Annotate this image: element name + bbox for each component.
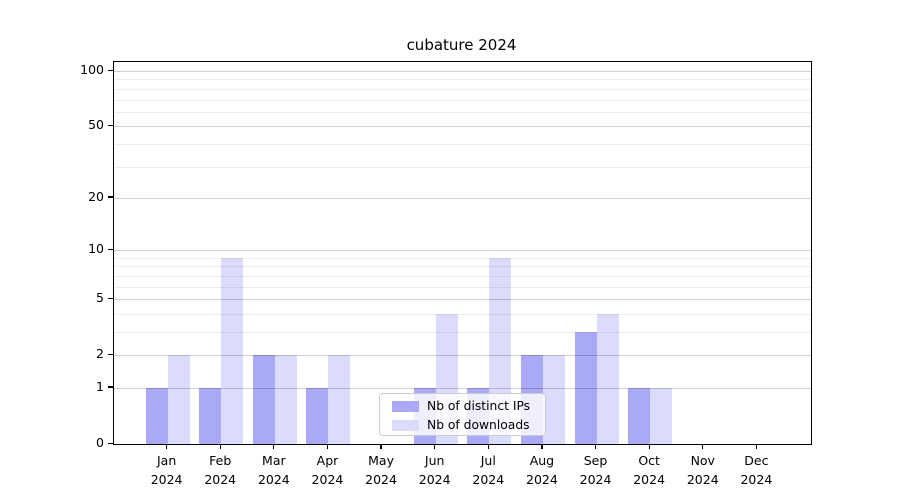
x-tick-jan — [165, 444, 168, 449]
gridline-major-10 — [114, 250, 811, 252]
y-tick-50 — [108, 124, 113, 127]
gridline-minor-40 — [114, 143, 811, 145]
gridline-major-5 — [114, 299, 811, 301]
y-tick-100 — [108, 69, 113, 71]
x-tick-apr — [326, 444, 329, 449]
x-tick-oct — [648, 444, 650, 449]
legend: Nb of distinct IPs Nb of downloads — [379, 393, 546, 436]
gridline-minor-7 — [114, 275, 811, 277]
gridline-minor-9 — [114, 257, 811, 259]
y-tick-label-20: 20 — [88, 188, 104, 204]
y-tick-label-2: 2 — [96, 346, 104, 362]
x-tick-mar — [273, 444, 275, 449]
x-tick-label-jun: Jun 2024 — [418, 453, 451, 487]
legend-item-distinct-ips: Nb of distinct IPs — [380, 397, 545, 416]
bar-nb-of-downloads-aug — [542, 355, 565, 444]
bar-nb-of-distinct-ips-mar — [252, 355, 275, 444]
legend-swatch-distinct-ips — [392, 401, 419, 412]
y-tick-label-1: 1 — [96, 378, 104, 394]
gridline-major-1 — [114, 387, 811, 389]
x-tick-label-sep: Sep 2024 — [579, 453, 612, 487]
x-tick-label-jul: Jul 2024 — [472, 453, 505, 487]
x-tick-label-dec: Dec 2024 — [740, 453, 773, 487]
gridline-minor-70 — [114, 99, 811, 101]
bar-nb-of-downloads-jan — [167, 355, 190, 444]
x-tick-label-mar: Mar 2024 — [257, 453, 290, 487]
y-tick-label-5: 5 — [96, 290, 104, 306]
y-tick-10 — [108, 248, 113, 251]
y-tick-label-0: 0 — [96, 435, 104, 450]
y-tick-20 — [108, 196, 113, 198]
y-tick-5 — [108, 297, 113, 299]
bar-nb-of-downloads-sep — [596, 313, 619, 444]
x-tick-aug — [541, 444, 543, 449]
bar-nb-of-distinct-ips-feb — [199, 388, 222, 444]
gridline-major-20 — [114, 197, 811, 199]
x-tick-nov — [702, 444, 704, 449]
bar-nb-of-downloads-apr — [328, 355, 351, 444]
gridline-minor-90 — [114, 79, 811, 81]
x-tick-jul — [487, 444, 489, 449]
gridline-minor-3 — [114, 331, 811, 333]
x-tick-label-nov: Nov 2024 — [686, 453, 719, 487]
y-tick-1 — [108, 386, 113, 388]
bar-nb-of-distinct-ips-jan — [145, 388, 168, 444]
gridline-major-50 — [114, 126, 811, 128]
x-tick-label-feb: Feb 2024 — [204, 453, 237, 487]
bar-nb-of-downloads-mar — [274, 355, 297, 444]
x-tick-sep — [594, 444, 597, 449]
y-tick-2 — [108, 353, 113, 356]
x-tick-label-may: May 2024 — [365, 453, 397, 487]
gridline-minor-60 — [114, 111, 811, 113]
x-tick-may — [380, 444, 382, 449]
gridline-major-100 — [114, 71, 811, 73]
x-tick-dec — [755, 444, 758, 449]
x-tick-label-apr: Apr 2024 — [311, 453, 344, 487]
y-tick-0 — [108, 442, 113, 444]
y-tick-label-100: 100 — [80, 62, 104, 78]
legend-item-downloads: Nb of downloads — [380, 416, 545, 435]
y-tick-label-50: 50 — [88, 117, 104, 133]
legend-label-downloads: Nb of downloads — [427, 418, 530, 432]
gridline-minor-8 — [114, 266, 811, 268]
y-tick-label-10: 10 — [88, 241, 104, 257]
gridline-major-2 — [114, 355, 811, 357]
x-tick-label-aug: Aug 2024 — [526, 453, 558, 487]
x-tick-label-oct: Oct 2024 — [633, 453, 666, 487]
chart-title: cubature 2024 — [406, 36, 517, 54]
bar-nb-of-distinct-ips-oct — [628, 388, 651, 444]
gridline-minor-80 — [114, 88, 811, 90]
x-tick-label-jan: Jan 2024 — [150, 453, 183, 487]
gridline-minor-30 — [114, 166, 811, 168]
bar-nb-of-downloads-oct — [650, 388, 673, 444]
x-tick-jun — [434, 444, 436, 449]
legend-swatch-downloads — [392, 420, 419, 431]
legend-label-distinct-ips: Nb of distinct IPs — [427, 399, 531, 413]
gridline-minor-6 — [114, 286, 811, 288]
bar-nb-of-downloads-feb — [221, 257, 244, 444]
bar-nb-of-distinct-ips-apr — [306, 388, 329, 444]
bar-nb-of-distinct-ips-sep — [574, 331, 597, 444]
plot-area: Nb of distinct IPs Nb of downloads — [113, 61, 812, 445]
x-tick-feb — [219, 444, 221, 449]
gridline-minor-4 — [114, 313, 811, 315]
